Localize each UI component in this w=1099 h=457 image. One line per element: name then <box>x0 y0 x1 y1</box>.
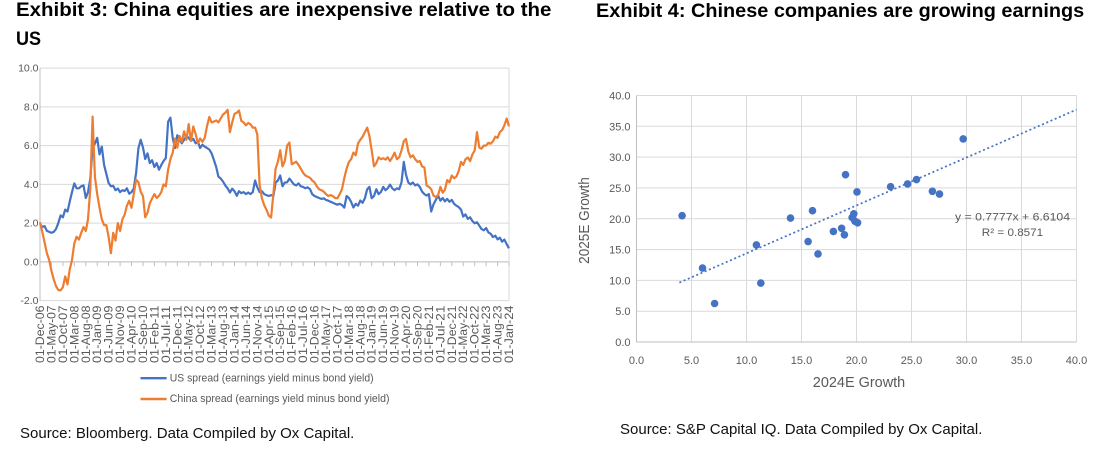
svg-text:01-Oct-22: 01-Oct-22 <box>470 306 482 364</box>
svg-text:6.0: 6.0 <box>24 140 39 152</box>
svg-text:01-Mar-18: 01-Mar-18 <box>344 306 356 364</box>
svg-text:2.0: 2.0 <box>24 218 39 230</box>
svg-text:15.0: 15.0 <box>609 245 630 257</box>
svg-text:25.0: 25.0 <box>901 355 922 367</box>
svg-text:01-Dec-11: 01-Dec-11 <box>172 306 184 364</box>
svg-text:01-May-07: 01-May-07 <box>46 306 58 364</box>
svg-text:20.0: 20.0 <box>846 355 867 367</box>
svg-text:01-Mar-23: 01-Mar-23 <box>481 306 493 364</box>
svg-text:01-Sep-20: 01-Sep-20 <box>413 306 425 364</box>
svg-text:01-Jan-09: 01-Jan-09 <box>92 306 104 364</box>
svg-text:China spread (earnings yield m: China spread (earnings yield minus bond … <box>170 393 390 405</box>
svg-text:01-May-12: 01-May-12 <box>184 306 196 364</box>
svg-text:15.0: 15.0 <box>791 355 812 367</box>
svg-text:R² = 0.8571: R² = 0.8571 <box>982 227 1043 239</box>
svg-text:01-Dec-21: 01-Dec-21 <box>447 306 459 364</box>
svg-text:0.0: 0.0 <box>615 337 630 349</box>
svg-text:35.0: 35.0 <box>609 121 630 133</box>
svg-text:01-Sep-15: 01-Sep-15 <box>275 306 287 364</box>
svg-text:01-Apr-15: 01-Apr-15 <box>264 306 276 364</box>
svg-text:01-Jan-24: 01-Jan-24 <box>504 305 516 363</box>
svg-text:01-May-17: 01-May-17 <box>321 306 333 364</box>
svg-text:5.0: 5.0 <box>684 355 699 367</box>
svg-text:-2.0: -2.0 <box>20 295 38 307</box>
svg-text:01-Oct-07: 01-Oct-07 <box>58 306 70 364</box>
svg-text:5.0: 5.0 <box>615 306 630 318</box>
svg-text:40.0: 40.0 <box>609 91 630 103</box>
svg-text:30.0: 30.0 <box>956 355 977 367</box>
svg-text:01-Apr-10: 01-Apr-10 <box>127 306 139 364</box>
svg-text:35.0: 35.0 <box>1011 355 1032 367</box>
svg-text:01-Nov-19: 01-Nov-19 <box>390 306 402 364</box>
svg-text:01-Mar-08: 01-Mar-08 <box>69 306 81 364</box>
svg-text:01-Jan-14: 01-Jan-14 <box>230 305 242 363</box>
svg-text:40.0: 40.0 <box>1066 355 1087 367</box>
svg-text:25.0: 25.0 <box>609 183 630 195</box>
svg-text:01-Jul-11: 01-Jul-11 <box>161 306 173 364</box>
svg-text:01-Feb-11: 01-Feb-11 <box>149 306 161 364</box>
svg-text:20.0: 20.0 <box>609 214 630 226</box>
svg-text:01-Feb-21: 01-Feb-21 <box>424 306 436 364</box>
svg-text:01-Sep-10: 01-Sep-10 <box>138 306 150 364</box>
svg-text:01-Oct-17: 01-Oct-17 <box>332 306 344 364</box>
svg-text:01-Dec-16: 01-Dec-16 <box>310 306 322 364</box>
svg-text:01-Aug-08: 01-Aug-08 <box>81 306 93 364</box>
svg-text:01-Feb-16: 01-Feb-16 <box>287 306 299 364</box>
svg-text:01-Jun-09: 01-Jun-09 <box>104 306 116 364</box>
svg-text:01-Aug-23: 01-Aug-23 <box>493 306 505 364</box>
svg-text:y = 0.7777x + 6.6104: y = 0.7777x + 6.6104 <box>955 212 1070 224</box>
svg-text:10.0: 10.0 <box>18 63 39 75</box>
svg-text:01-Nov-09: 01-Nov-09 <box>115 306 127 364</box>
svg-text:0.0: 0.0 <box>629 355 644 367</box>
svg-text:01-Mar-13: 01-Mar-13 <box>207 306 219 364</box>
svg-text:01-Jun-14: 01-Jun-14 <box>241 305 253 363</box>
svg-text:01-Jul-21: 01-Jul-21 <box>435 306 447 364</box>
svg-text:01-May-22: 01-May-22 <box>458 306 470 364</box>
svg-text:01-Nov-14: 01-Nov-14 <box>252 305 264 363</box>
svg-text:0.0: 0.0 <box>24 256 39 268</box>
svg-text:8.0: 8.0 <box>24 101 39 113</box>
svg-text:01-Aug-18: 01-Aug-18 <box>355 306 367 364</box>
svg-text:01-Aug-13: 01-Aug-13 <box>218 306 230 364</box>
svg-text:01-Apr-20: 01-Apr-20 <box>401 306 413 364</box>
svg-text:30.0: 30.0 <box>609 152 630 164</box>
svg-text:01-Dec-06: 01-Dec-06 <box>35 306 47 364</box>
svg-text:4.0: 4.0 <box>24 179 39 191</box>
svg-text:01-Jul-16: 01-Jul-16 <box>298 306 310 364</box>
svg-text:2025E Growth: 2025E Growth <box>576 177 593 264</box>
svg-text:US spread (earnings yield minu: US spread (earnings yield minus bond yie… <box>170 372 374 384</box>
svg-text:01-Jun-19: 01-Jun-19 <box>378 306 390 364</box>
svg-text:01-Oct-12: 01-Oct-12 <box>195 306 207 364</box>
svg-text:2024E Growth: 2024E Growth <box>813 374 905 391</box>
svg-text:10.0: 10.0 <box>609 275 630 287</box>
svg-text:10.0: 10.0 <box>736 355 757 367</box>
svg-text:01-Jan-19: 01-Jan-19 <box>367 306 379 364</box>
